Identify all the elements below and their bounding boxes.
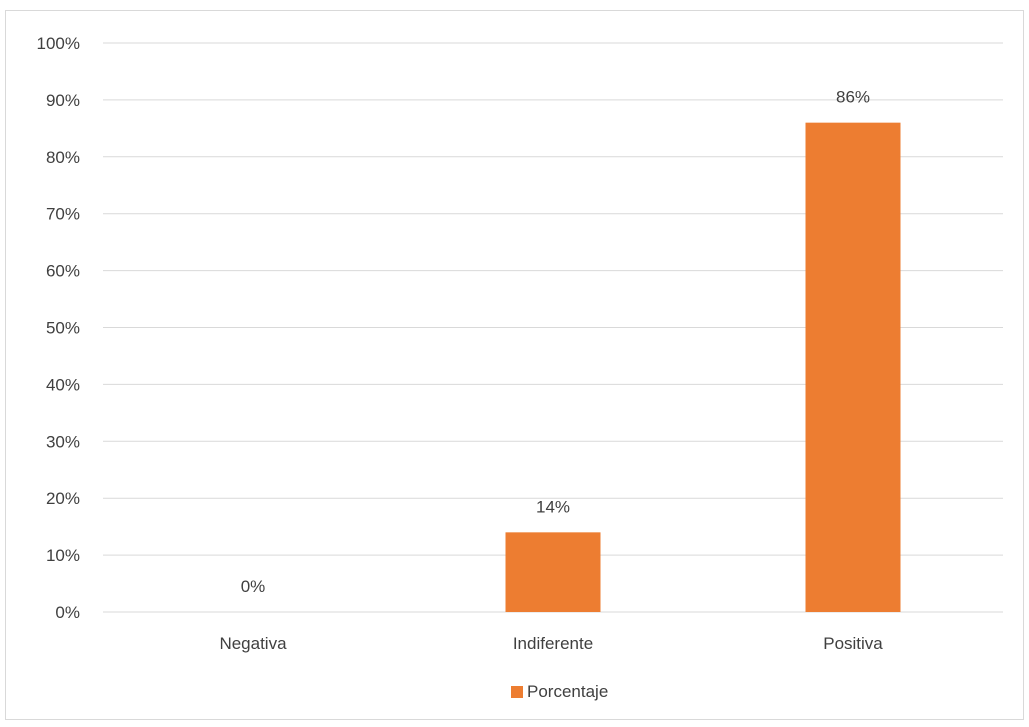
x-tick-label-positiva: Positiva <box>823 634 883 653</box>
y-tick-label: 0% <box>55 603 80 622</box>
legend: Porcentaje <box>511 682 608 701</box>
y-tick-label: 100% <box>37 34 80 53</box>
data-label-indiferente: 14% <box>536 497 570 516</box>
bars <box>505 122 901 612</box>
legend-label: Porcentaje <box>527 682 608 701</box>
data-labels: 0% 14% 86% <box>241 88 870 596</box>
y-tick-label: 40% <box>46 375 80 394</box>
x-axis-tick-labels: Negativa Indiferente Positiva <box>219 634 883 653</box>
y-tick-label: 60% <box>46 262 80 281</box>
bar-indiferente <box>505 532 601 612</box>
y-tick-label: 20% <box>46 489 80 508</box>
y-tick-label: 30% <box>46 432 80 451</box>
data-label-negativa: 0% <box>241 577 266 596</box>
x-tick-label-negativa: Negativa <box>219 634 287 653</box>
data-label-positiva: 86% <box>836 88 870 107</box>
y-tick-label: 80% <box>46 148 80 167</box>
bar-positiva <box>805 122 901 612</box>
y-axis-tick-labels: 0% 10% 20% 30% 40% 50% 60% 70% 80% 90% 100% <box>37 34 80 622</box>
y-tick-label: 10% <box>46 546 80 565</box>
y-tick-label: 70% <box>46 205 80 224</box>
y-tick-label: 50% <box>46 319 80 338</box>
legend-swatch <box>511 686 523 698</box>
x-tick-label-indiferente: Indiferente <box>513 634 593 653</box>
y-tick-label: 90% <box>46 91 80 110</box>
